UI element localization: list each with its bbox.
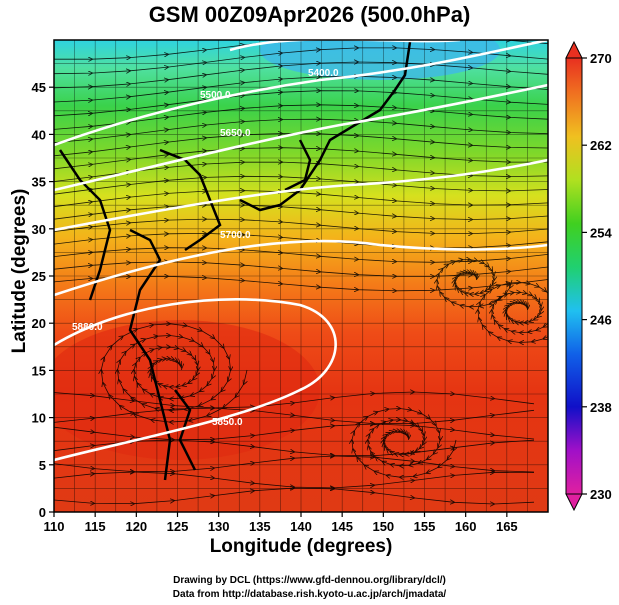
credit-drawing: Drawing by DCL (https://www.gfd-dennou.o… [173,575,446,586]
streamline [437,260,512,307]
chart-title: GSM 00Z09Apr2026 (500.0hPa) [148,2,471,27]
height-contours [54,40,548,462]
streamline [54,424,535,440]
colorbar [565,57,583,495]
x-tick-label: 155 [414,519,436,534]
streamline [54,440,535,456]
y-tick-label: 30 [32,222,46,237]
y-axis-ticks: 0 5 10 15 20 25 30 35 40 45 [32,80,54,520]
x-tick-label: 135 [249,519,271,534]
colorbar-ticks: 230 238 246 254 262 270 [582,51,612,502]
streamline [54,456,535,472]
streamline [478,282,548,342]
contour-label-5700: 5700.0 [220,230,251,241]
colorbar-bottom-arrow [565,493,583,512]
y-tick-label: 25 [32,269,46,284]
contour-labels: 5880.0 5850.0 5700.0 5650.0 5500.0 5400.… [72,68,339,428]
coastlines [58,41,412,481]
colorbar-tick-label: 238 [590,400,612,415]
x-tick-label: 130 [208,519,230,534]
x-tick-label: 145 [331,519,353,534]
x-tick-label: 110 [44,519,65,534]
streamlines [54,40,548,505]
y-tick-label: 40 [32,127,46,142]
colorbar-tick-label: 230 [590,487,612,502]
y-tick-label: 35 [32,175,46,190]
x-tick-label: 140 [290,519,312,534]
streamline [54,488,535,504]
streamline [54,392,535,408]
colorbar-tick-label: 262 [590,138,612,153]
contour-label-5500: 5500.0 [200,90,231,101]
streamline [101,324,247,422]
credit-data: Data from http://database.rish.kyoto-u.a… [172,589,447,600]
y-tick-label: 10 [32,411,46,426]
contour-label-5400: 5400.0 [308,68,339,79]
colorbar-tick-label: 246 [590,313,612,328]
colorbar-tick-label: 270 [590,51,612,66]
x-axis-label: Longitude (degrees) [209,536,393,557]
y-tick-label: 20 [32,316,46,331]
cold-spot [260,40,500,80]
colorbar-tick-label: 254 [590,225,612,240]
y-tick-label: 15 [32,363,46,378]
x-tick-label: 165 [496,519,518,534]
x-tick-label: 150 [372,519,394,534]
y-axis-label: Latitude (degrees) [9,188,30,354]
x-axis-ticks: 110 115 120 125 130 135 140 145 150 155 160 165 [44,512,518,534]
x-tick-label: 125 [167,519,189,534]
y-tick-label: 5 [39,458,46,473]
streamline [54,472,535,488]
contour-label-5850: 5850.0 [212,417,243,428]
contour-label-5650: 5650.0 [220,128,251,139]
streamline [54,408,535,424]
contour-label-5880: 5880.0 [72,322,103,333]
y-tick-label: 0 [39,505,46,520]
x-tick-label: 160 [455,519,477,534]
colorbar-top-arrow [565,40,583,59]
x-tick-label: 115 [85,519,106,534]
x-tick-label: 120 [125,519,147,534]
y-tick-label: 45 [32,80,46,95]
